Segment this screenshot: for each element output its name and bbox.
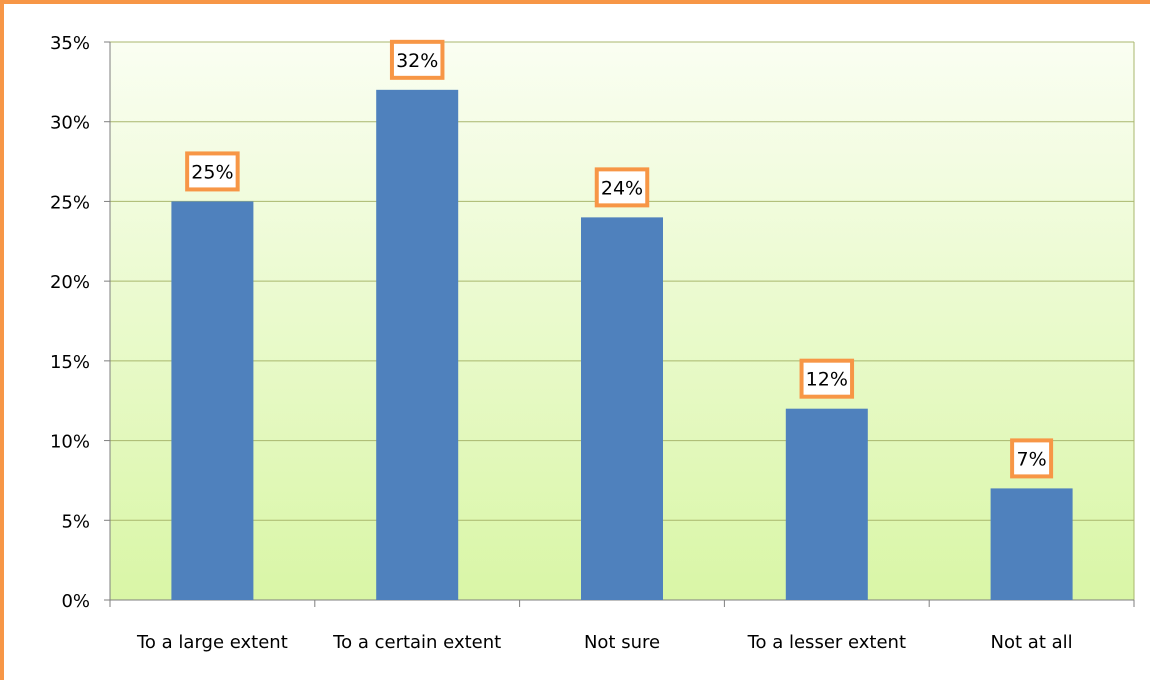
- data-label: 25%: [191, 161, 233, 183]
- x-tick-label: To a certain extent: [332, 632, 501, 653]
- bar: [376, 89, 459, 600]
- data-label-box: [594, 167, 650, 208]
- data-label-box: [799, 358, 855, 399]
- x-tick-label: Not sure: [584, 632, 660, 653]
- bars: [171, 89, 1073, 600]
- y-tick-label: 15%: [50, 352, 90, 373]
- x-tick-label: To a large extent: [136, 632, 288, 653]
- y-tick-label: 25%: [50, 192, 90, 213]
- y-tick-label: 10%: [50, 432, 90, 453]
- x-axis-ticks: To a large extent To a certain extent Not …: [136, 632, 1073, 653]
- y-tick-label: 20%: [50, 272, 90, 293]
- bar: [785, 408, 868, 600]
- data-label: 12%: [806, 369, 848, 391]
- data-labels: 25% 32% 24% 12% 7%: [185, 39, 1054, 479]
- data-label: 32%: [396, 50, 438, 72]
- y-axis-ticks: 0% 5% 10% 15% 20% 25% 30% 35%: [50, 33, 90, 612]
- y-tick-label: 35%: [50, 33, 90, 54]
- data-label-box: [1010, 438, 1054, 479]
- x-tick-label: To a lesser extent: [747, 632, 906, 653]
- data-label-box: [185, 151, 240, 192]
- data-label-box: [389, 39, 445, 80]
- y-tick-label: 0%: [61, 591, 90, 612]
- x-tick-label: Not at all: [991, 632, 1073, 653]
- bar: [581, 217, 663, 600]
- bar: [171, 201, 254, 600]
- y-tick-label: 30%: [50, 113, 90, 134]
- y-tick-label: 5%: [61, 511, 90, 532]
- data-label: 24%: [601, 177, 643, 199]
- data-label: 7%: [1017, 448, 1047, 470]
- bar: [990, 488, 1073, 600]
